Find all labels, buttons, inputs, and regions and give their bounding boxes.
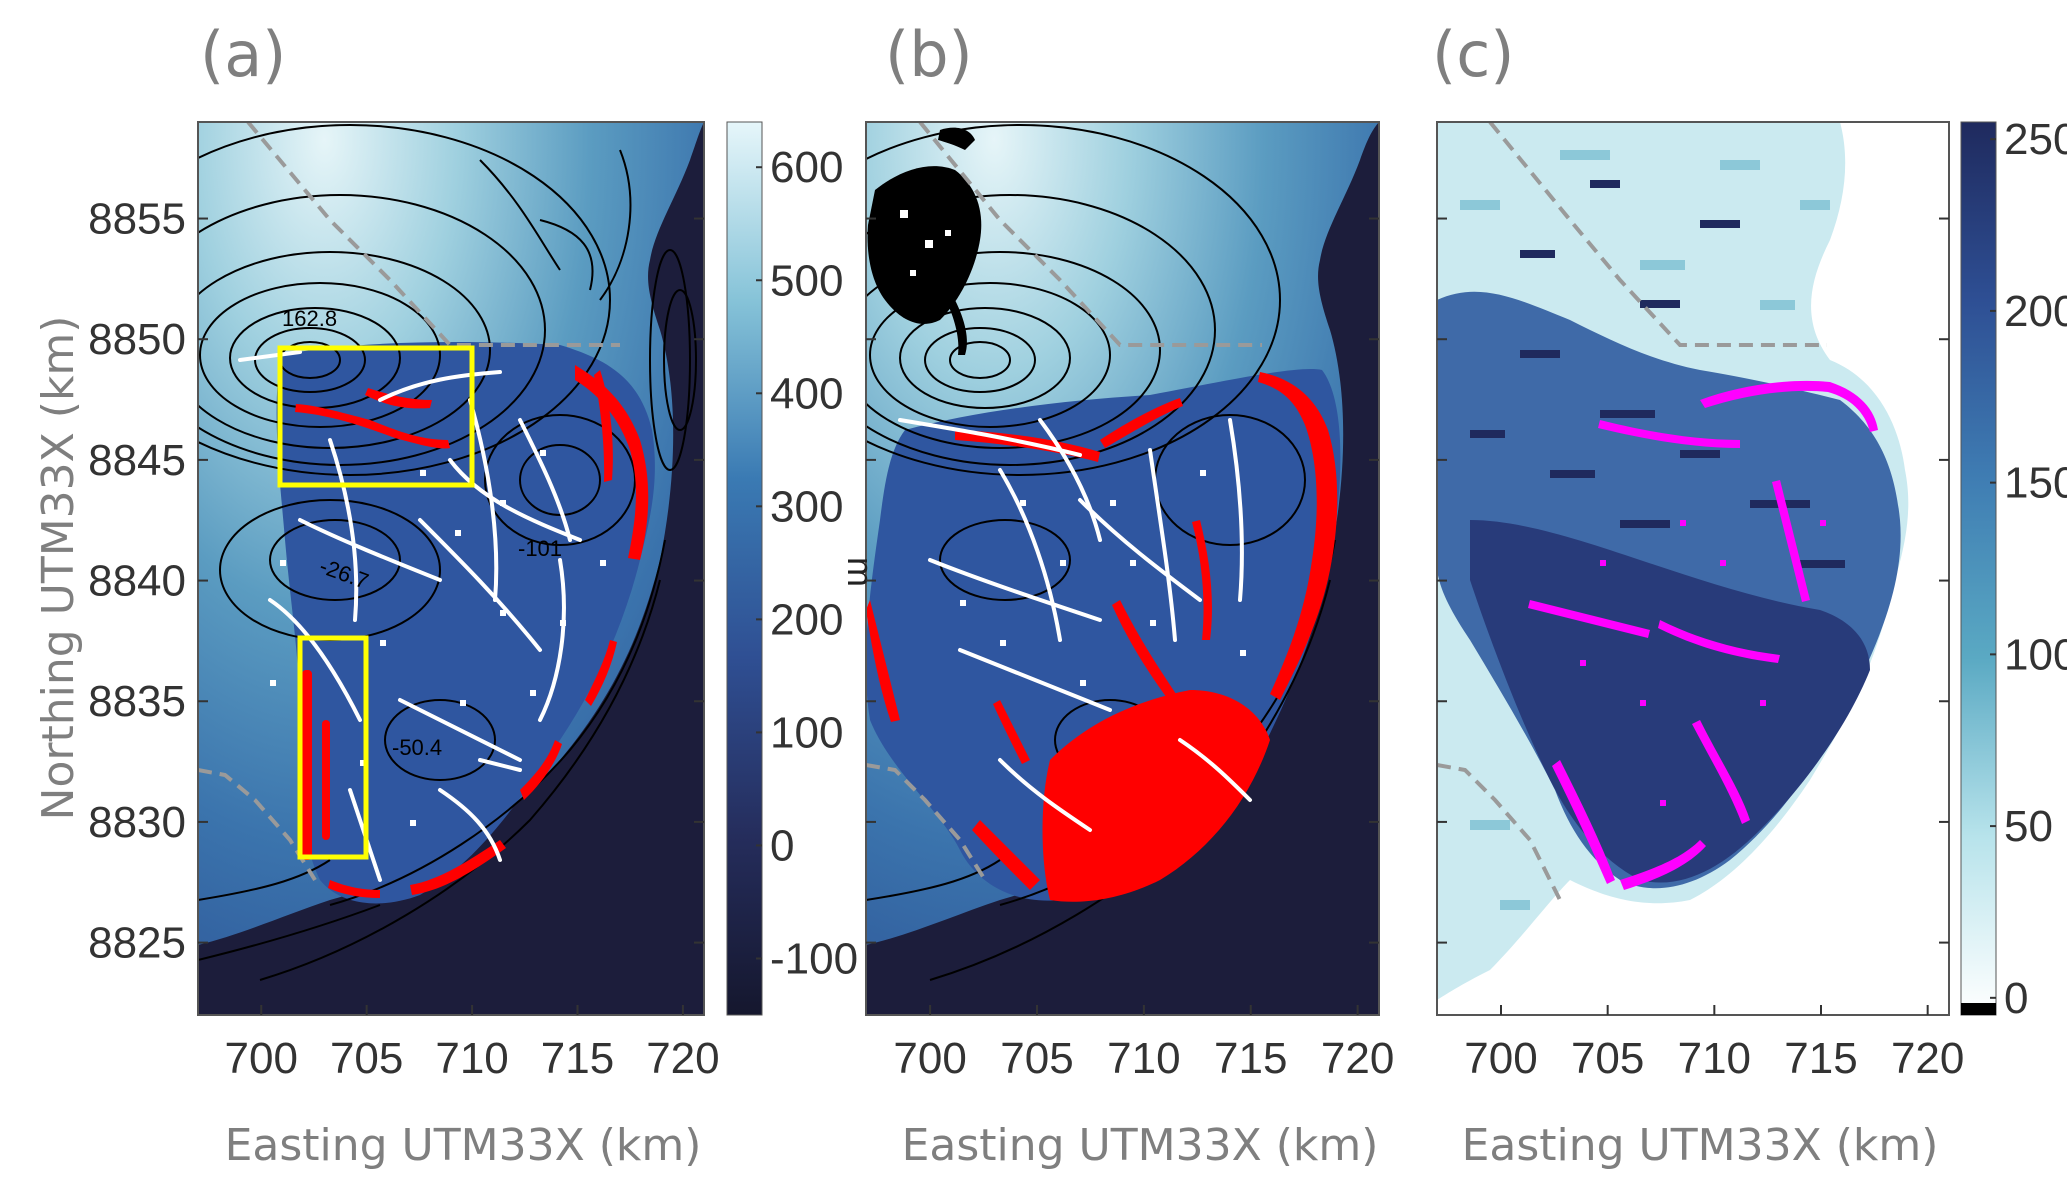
panel-b-map <box>866 122 1379 1015</box>
x-tick-label: 700 <box>225 1034 298 1083</box>
y-tick-label: 8855 <box>88 195 186 244</box>
x-tick-label: 720 <box>1321 1034 1394 1083</box>
panel-c-xlabel: Easting UTM33X (km) <box>1462 1120 1939 1171</box>
panel-c-label: (c) <box>1432 18 1514 91</box>
colorbar-tick-label: 500 <box>770 256 843 305</box>
x-tick-label: 710 <box>1107 1034 1180 1083</box>
panel-b-xlabel: Easting UTM33X (km) <box>902 1120 1379 1171</box>
panel-c-ticks: 700 705 710 715 720 <box>1437 217 1964 1083</box>
colorbar-tick-label: 250 <box>2004 115 2067 164</box>
y-tick-label: 8835 <box>88 677 186 726</box>
y-tick-label: 8825 <box>88 919 186 968</box>
panel-c: (c) <box>1432 18 2067 1171</box>
panel-a-map: 162.8 -26.7 -101 -50.4 <box>198 122 704 1015</box>
panel-b-stray-label: m <box>840 557 881 587</box>
colorbar-tick-label: 0 <box>770 821 794 870</box>
colorbar-tick-label: 200 <box>2004 287 2067 336</box>
contour-label-4: -50.4 <box>392 735 442 760</box>
x-tick-label: 710 <box>435 1034 508 1083</box>
panel-a-xlabel: Easting UTM33X (km) <box>225 1120 702 1171</box>
panel-a-ylabel: Northing UTM33X (km) <box>33 316 84 821</box>
x-tick-label: 705 <box>330 1034 403 1083</box>
colorbar-tick-label: 600 <box>770 143 843 192</box>
x-tick-label: 715 <box>1784 1034 1857 1083</box>
colorbar-tick-label: 400 <box>770 369 843 418</box>
y-tick-label: 8850 <box>88 315 186 364</box>
colorbar-tick-label: 0 <box>2004 974 2028 1023</box>
colorbar-tick-label: 100 <box>2004 630 2067 679</box>
x-tick-label: 715 <box>1214 1034 1287 1083</box>
panel-a-ticks: 700 705 710 715 720 8825 8830 8835 8840 8845 8850 8… <box>88 195 720 1083</box>
panel-c-colorbar-ticks: 0 50 100 150 200 250 <box>1990 115 2067 1023</box>
colorbar-tick-label: 150 <box>2004 459 2067 508</box>
x-tick-label: 710 <box>1678 1034 1751 1083</box>
panel-b-ticks: 700 705 710 715 720 <box>866 217 1394 1083</box>
y-tick-label: 8840 <box>88 557 186 606</box>
highlight-box-top <box>277 345 475 488</box>
y-tick-label: 8845 <box>88 436 186 485</box>
x-tick-label: 700 <box>1464 1034 1537 1083</box>
colorbar-tick-label: 200 <box>770 595 843 644</box>
panel-c-map <box>1437 122 1949 1015</box>
contour-label-3: -101 <box>518 536 562 561</box>
panel-a-colorbar-ticks: -100 0 100 200 300 400 500 600 <box>756 143 858 983</box>
colorbar-tick-label: 50 <box>2004 802 2053 851</box>
contour-label-1: 162.8 <box>282 306 337 331</box>
x-tick-label: 705 <box>1571 1034 1644 1083</box>
x-tick-label: 715 <box>541 1034 614 1083</box>
x-tick-label: 705 <box>1000 1034 1073 1083</box>
y-tick-label: 8830 <box>88 798 186 847</box>
panel-a-colorbar <box>726 121 763 1016</box>
highlight-box-bottom <box>297 635 369 860</box>
panel-c-colorbar <box>1960 121 1997 1016</box>
colorbar-tick-label: 100 <box>770 708 843 757</box>
colorbar-tick-label: 300 <box>770 482 843 531</box>
panel-b: (b) <box>840 18 1394 1171</box>
panel-a-label: (a) <box>200 18 286 91</box>
x-tick-label: 720 <box>646 1034 719 1083</box>
x-tick-label: 720 <box>1891 1034 1964 1083</box>
colorbar-tick-label: -100 <box>770 934 858 983</box>
x-tick-label: 700 <box>893 1034 966 1083</box>
panel-b-label: (b) <box>885 18 973 91</box>
panel-a: (a) <box>33 18 858 1171</box>
